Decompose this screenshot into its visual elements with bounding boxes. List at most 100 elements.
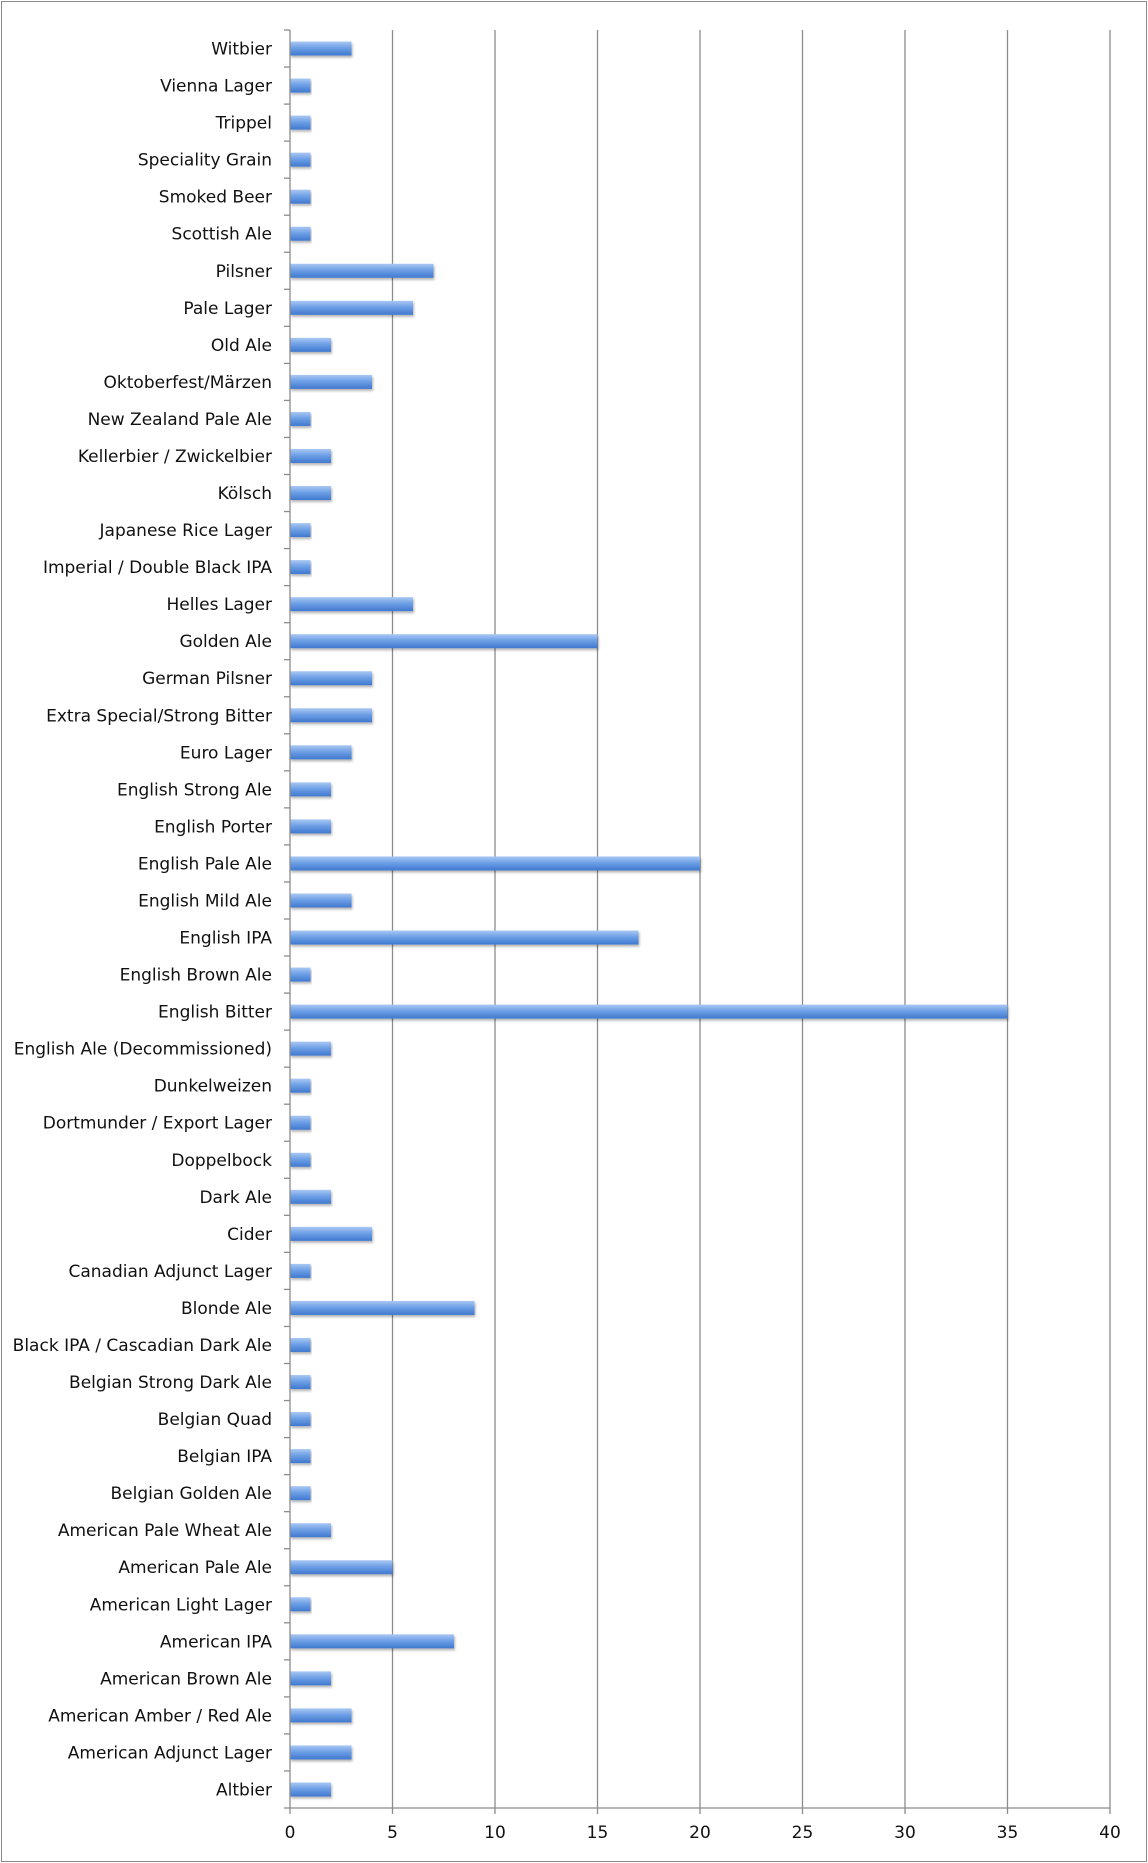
category-label: English Porter — [154, 817, 272, 837]
bar — [290, 486, 331, 501]
category-label: Extra Special/Strong Bitter — [46, 706, 272, 726]
category-label: English Bitter — [158, 1003, 272, 1023]
bar — [290, 1263, 311, 1278]
x-tick-label: 20 — [689, 1823, 711, 1843]
category-label: Vienna Lager — [160, 77, 272, 97]
bar — [290, 1449, 311, 1464]
category-label: American Pale Ale — [118, 1558, 272, 1578]
category-label: Imperial / Double Black IPA — [43, 558, 272, 578]
bar — [290, 893, 352, 908]
bar — [290, 337, 331, 352]
bar — [290, 1004, 1008, 1019]
bar — [290, 782, 331, 797]
x-tick-label: 0 — [285, 1823, 296, 1843]
bar — [290, 1375, 311, 1390]
category-label: Dark Ale — [199, 1188, 272, 1208]
bar — [290, 1708, 352, 1723]
bar — [290, 226, 311, 241]
category-label: Kellerbier / Zwickelbier — [78, 447, 272, 467]
category-label: Helles Lager — [166, 595, 272, 615]
bar — [290, 856, 700, 871]
bar — [290, 448, 331, 463]
bar — [290, 41, 352, 56]
bar — [290, 745, 352, 760]
bar — [290, 597, 413, 612]
bar — [290, 1041, 331, 1056]
category-label: Belgian IPA — [177, 1447, 272, 1467]
bar — [290, 1560, 393, 1575]
category-label: Japanese Rice Lager — [99, 521, 272, 541]
category-label: Euro Lager — [180, 743, 272, 763]
category-label: American Light Lager — [90, 1595, 272, 1615]
bar — [290, 78, 311, 93]
bar — [290, 1671, 331, 1686]
category-label: Old Ale — [211, 336, 272, 356]
category-label: Black IPA / Cascadian Dark Ale — [13, 1336, 272, 1356]
bar — [290, 189, 311, 204]
category-label: English Mild Ale — [138, 891, 272, 911]
bar — [290, 708, 372, 723]
bar — [290, 523, 311, 538]
bar — [290, 819, 331, 834]
category-label: Smoked Beer — [159, 188, 272, 208]
category-label: New Zealand Pale Ale — [88, 410, 272, 430]
bar — [290, 300, 413, 315]
category-label: Kölsch — [218, 484, 272, 504]
category-label: Cider — [227, 1225, 272, 1245]
bar — [290, 1078, 311, 1093]
bar — [290, 1745, 352, 1760]
bar — [290, 1486, 311, 1501]
category-label: Golden Ale — [179, 632, 272, 652]
category-label: Scottish Ale — [172, 225, 272, 245]
bar — [290, 1412, 311, 1427]
category-label: English Pale Ale — [138, 854, 272, 874]
bar — [290, 1634, 454, 1649]
x-tick-label: 40 — [1099, 1823, 1121, 1843]
x-tick-label: 10 — [484, 1823, 506, 1843]
category-label: Speciality Grain — [138, 151, 272, 171]
category-label: Altbier — [216, 1780, 272, 1800]
category-label: Pilsner — [216, 262, 272, 282]
x-tick-label: 5 — [387, 1823, 398, 1843]
bar — [290, 115, 311, 130]
bar — [290, 1189, 331, 1204]
bar — [290, 1152, 311, 1167]
bar — [290, 1337, 311, 1352]
category-label: Doppelbock — [171, 1151, 272, 1171]
bar — [290, 1597, 311, 1612]
category-label: Oktoberfest/Märzen — [104, 373, 272, 393]
category-label: Belgian Strong Dark Ale — [69, 1373, 272, 1393]
bar — [290, 411, 311, 426]
bar — [290, 930, 639, 945]
bar — [290, 263, 434, 278]
category-label: Witbier — [211, 40, 272, 60]
category-label: American Brown Ale — [100, 1669, 272, 1689]
bar — [290, 1782, 331, 1797]
bar — [290, 967, 311, 982]
x-tick-label: 15 — [587, 1823, 609, 1843]
category-label: English Brown Ale — [120, 966, 272, 986]
bar — [290, 634, 598, 649]
category-label: Belgian Quad — [158, 1410, 272, 1430]
bar — [290, 671, 372, 686]
category-label: American Amber / Red Ale — [48, 1706, 272, 1726]
category-label: Dortmunder / Export Lager — [43, 1114, 272, 1134]
bar — [290, 1115, 311, 1130]
category-label: English IPA — [179, 929, 272, 949]
category-label: Blonde Ale — [181, 1299, 272, 1319]
bar — [290, 374, 372, 389]
bar — [290, 152, 311, 167]
category-label: Pale Lager — [183, 299, 272, 319]
category-label: Dunkelweizen — [154, 1077, 272, 1097]
category-label: American IPA — [160, 1632, 272, 1652]
x-tick-label: 35 — [997, 1823, 1019, 1843]
bar — [290, 1226, 372, 1241]
category-label: Belgian Golden Ale — [111, 1484, 273, 1504]
bar — [290, 1300, 475, 1315]
category-label: Canadian Adjunct Lager — [68, 1262, 272, 1282]
category-label: Trippel — [215, 114, 272, 134]
category-label: American Adjunct Lager — [68, 1743, 272, 1763]
bar — [290, 1523, 331, 1538]
